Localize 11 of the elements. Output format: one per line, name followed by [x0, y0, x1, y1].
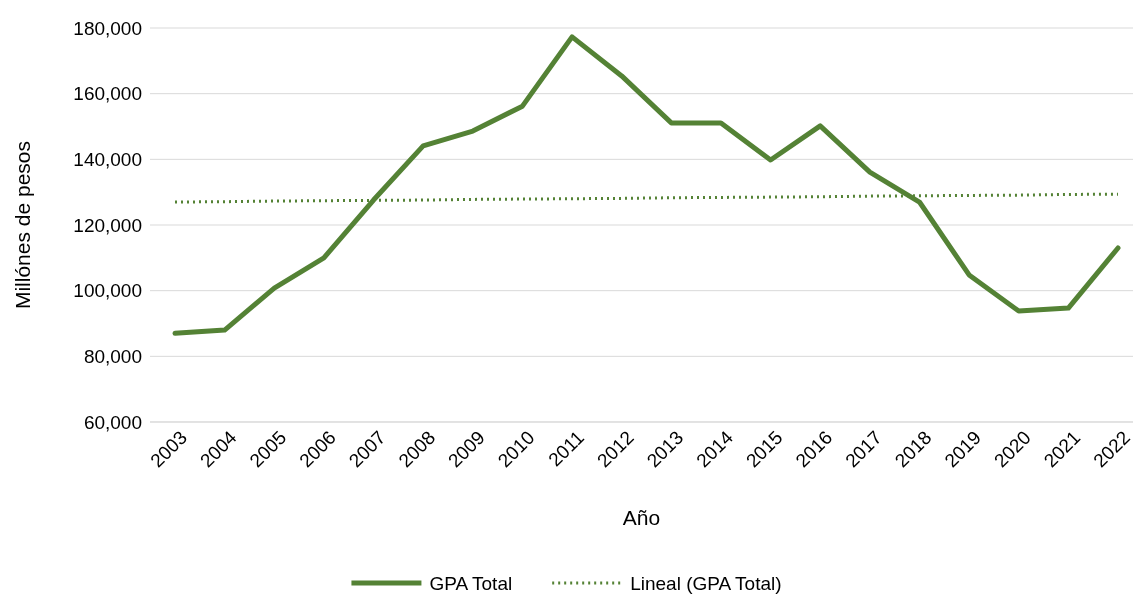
x-axis-title: Año — [622, 506, 661, 529]
y-tick-label: 160,000 — [73, 83, 142, 105]
y-tick-label: 180,000 — [73, 17, 142, 39]
y-tick-label: 140,000 — [73, 148, 142, 170]
y-tick-label: 120,000 — [73, 214, 142, 236]
legend-label: Lineal (GPA Total) — [630, 573, 782, 594]
y-axis-title: Millónes de pesos — [11, 140, 34, 310]
y-tick-label: 60,000 — [83, 411, 142, 433]
y-tick-label: 100,000 — [73, 280, 142, 302]
y-tick-label: 80,000 — [83, 345, 142, 367]
legend-label: GPA Total — [429, 573, 513, 594]
